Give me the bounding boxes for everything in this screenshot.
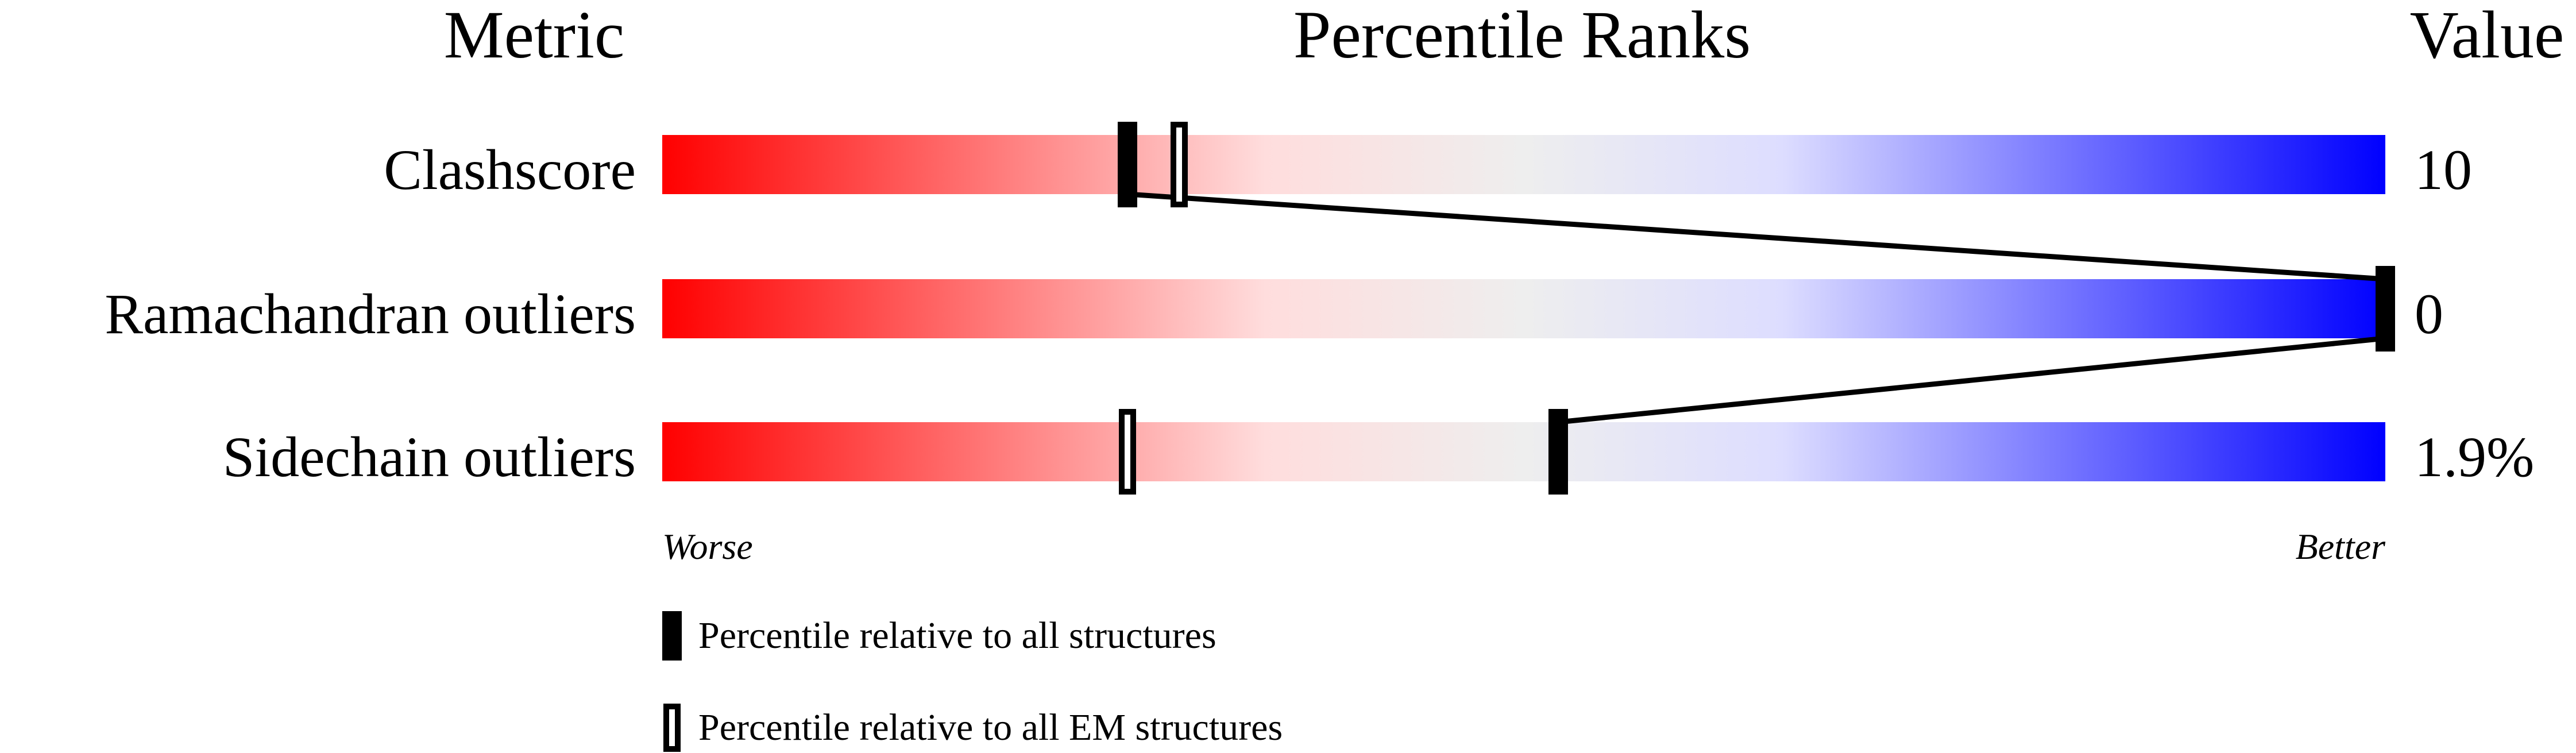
- axis-label-better: Better: [2296, 526, 2386, 567]
- legend-marker-all: [662, 611, 682, 661]
- marker-all-percentile: [2376, 266, 2395, 352]
- metric-label: Sidechain outliers: [223, 425, 636, 489]
- marker-em-percentile: [1119, 409, 1136, 495]
- metric-label: Clashscore: [384, 138, 636, 202]
- axis-label-worse: Worse: [662, 526, 753, 567]
- metric-label: Ramachandran outliers: [105, 282, 636, 346]
- percentile-bar: [662, 135, 2385, 194]
- metric-value: 0: [2415, 282, 2443, 346]
- header-value: Value: [2410, 0, 2565, 72]
- metric-value: 1.9%: [2415, 425, 2534, 489]
- header-percentile-ranks: Percentile Ranks: [1293, 0, 1751, 72]
- percentile-bar: [662, 279, 2385, 338]
- legend-label-em: Percentile relative to all EM structures: [698, 706, 1283, 748]
- metric-value: 10: [2415, 138, 2472, 202]
- connector-line: [1127, 191, 2386, 282]
- legend-marker-em: [663, 704, 681, 752]
- connector-line: [1558, 335, 2386, 425]
- marker-all-percentile: [1118, 122, 1137, 207]
- legend-label-all: Percentile relative to all structures: [698, 615, 1216, 657]
- marker-all-percentile: [1548, 409, 1568, 495]
- header-metric: Metric: [444, 0, 625, 72]
- percentile-bar: [662, 422, 2385, 481]
- marker-em-percentile: [1171, 122, 1188, 207]
